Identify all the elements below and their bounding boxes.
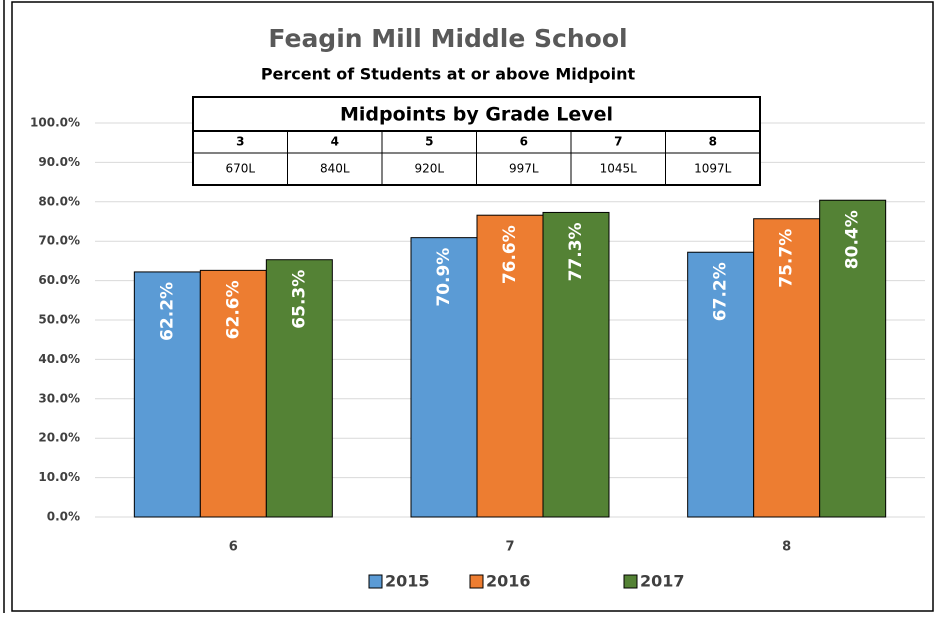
legend-label: 2016 <box>486 572 531 591</box>
table-cell: 1045L <box>600 162 638 176</box>
y-tick-label: 50.0% <box>38 313 80 327</box>
table-header-cell: 3 <box>236 135 244 149</box>
bar <box>753 218 821 518</box>
y-tick-label: 40.0% <box>38 352 80 366</box>
data-label: 62.6% <box>223 280 243 339</box>
bar <box>265 259 333 518</box>
table-cell: 997L <box>509 162 539 176</box>
legend-swatch <box>368 574 383 589</box>
y-tick-label: 10.0% <box>38 470 80 484</box>
x-tick-label: 8 <box>782 540 791 555</box>
table-header-cell: 5 <box>425 135 433 149</box>
data-label: 70.9% <box>434 248 454 307</box>
y-tick-label: 30.0% <box>38 391 80 405</box>
bar <box>133 271 201 518</box>
table-cell: 920L <box>414 162 444 176</box>
legend-swatch <box>469 574 484 589</box>
data-label: 75.7% <box>777 229 797 288</box>
y-tick-label: 90.0% <box>38 155 80 169</box>
y-tick-label: 0.0% <box>47 510 80 524</box>
y-tick-label: 60.0% <box>38 273 80 287</box>
bar <box>542 211 610 518</box>
data-label: 67.2% <box>711 262 731 321</box>
table-header-cell: 8 <box>709 135 717 149</box>
table-header-cell: 6 <box>520 135 528 149</box>
table-cell: 840L <box>320 162 350 176</box>
chart-title: Feagin Mill Middle School <box>268 24 627 53</box>
data-label: 76.6% <box>500 225 520 284</box>
table-header-cell: 4 <box>331 135 339 149</box>
bar <box>819 199 887 518</box>
legend-label: 2015 <box>385 572 430 591</box>
y-tick-label: 20.0% <box>38 431 80 445</box>
table-header-cell: 7 <box>614 135 622 149</box>
x-tick-label: 7 <box>505 540 514 555</box>
legend-label: 2017 <box>640 572 685 591</box>
bar <box>199 269 267 518</box>
data-label: 80.4% <box>843 210 863 269</box>
x-tick-label: 6 <box>229 540 238 555</box>
data-label: 65.3% <box>289 270 309 329</box>
bar <box>410 237 478 518</box>
bar <box>687 251 755 518</box>
chart-subtitle: Percent of Students at or above Midpoint <box>261 65 636 84</box>
table-cell: 1097L <box>694 162 732 176</box>
table-cell: 670L <box>225 162 255 176</box>
y-tick-label: 100.0% <box>30 116 80 130</box>
legend-swatch <box>623 574 638 589</box>
y-tick-label: 70.0% <box>38 234 80 248</box>
table-title: Midpoints by Grade Level <box>340 104 613 126</box>
data-label: 77.3% <box>566 222 586 281</box>
data-label: 62.2% <box>157 282 177 341</box>
y-tick-label: 80.0% <box>38 194 80 208</box>
bar <box>476 214 544 518</box>
